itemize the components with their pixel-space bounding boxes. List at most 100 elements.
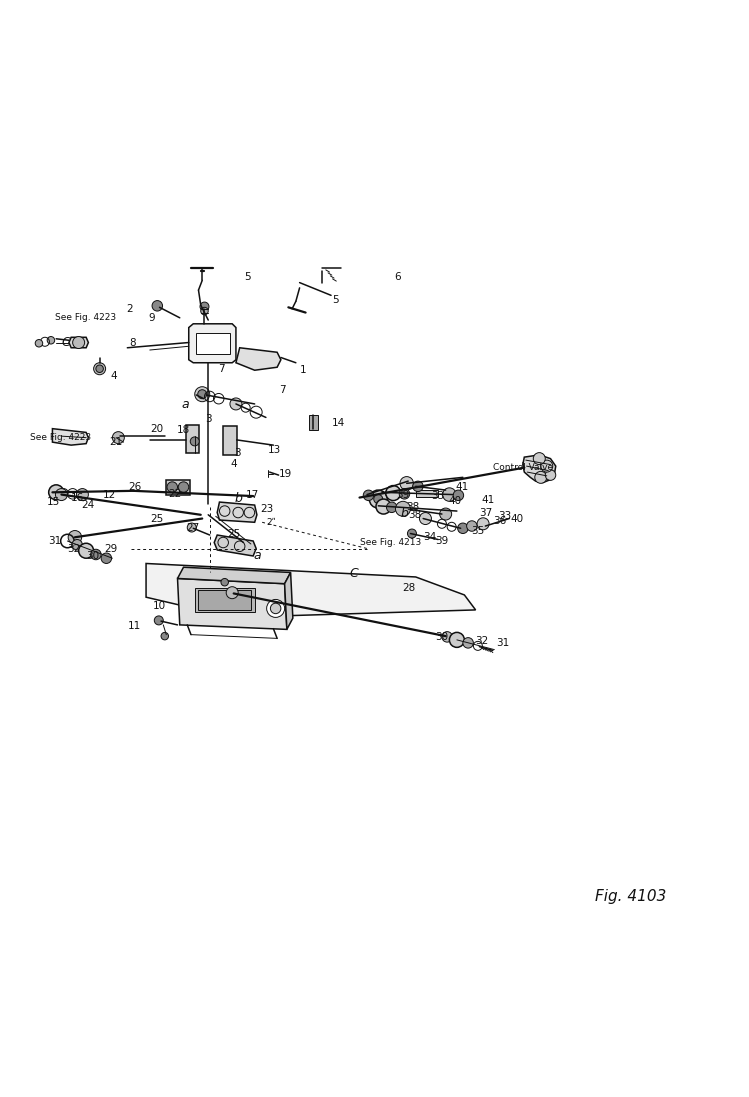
Circle shape xyxy=(440,508,452,520)
Text: 31: 31 xyxy=(48,536,61,546)
Polygon shape xyxy=(178,578,287,630)
Circle shape xyxy=(400,476,413,490)
Circle shape xyxy=(226,587,238,599)
Circle shape xyxy=(376,499,391,514)
Circle shape xyxy=(35,340,43,347)
Bar xyxy=(195,588,255,612)
Text: 4: 4 xyxy=(111,371,117,382)
Text: 22: 22 xyxy=(168,489,181,499)
Bar xyxy=(309,415,318,430)
Text: 7: 7 xyxy=(218,364,225,374)
Text: 15: 15 xyxy=(46,497,60,507)
Bar xyxy=(198,590,251,610)
Circle shape xyxy=(541,460,553,472)
Polygon shape xyxy=(189,324,236,363)
Circle shape xyxy=(407,529,416,538)
Circle shape xyxy=(463,637,473,648)
Text: See Fig. 4213: See Fig. 4213 xyxy=(360,538,421,547)
Text: 32: 32 xyxy=(67,543,80,554)
Text: 5: 5 xyxy=(332,295,339,305)
Polygon shape xyxy=(214,535,256,556)
Text: 27: 27 xyxy=(186,523,199,533)
Circle shape xyxy=(201,307,208,315)
Text: 40: 40 xyxy=(448,496,461,507)
Circle shape xyxy=(535,472,547,484)
Circle shape xyxy=(363,490,374,500)
Text: 21: 21 xyxy=(109,437,122,448)
Text: 41: 41 xyxy=(482,495,495,505)
Text: 33: 33 xyxy=(431,491,444,501)
Circle shape xyxy=(467,521,477,531)
Text: 19: 19 xyxy=(279,468,292,478)
Circle shape xyxy=(533,453,545,465)
Circle shape xyxy=(230,398,242,410)
Text: 25: 25 xyxy=(227,529,240,539)
Circle shape xyxy=(154,615,163,625)
Text: Fig. 4103: Fig. 4103 xyxy=(595,890,667,904)
Circle shape xyxy=(94,363,106,375)
Text: 2: 2 xyxy=(127,304,133,314)
Text: 18: 18 xyxy=(177,426,190,436)
Text: 5: 5 xyxy=(244,272,250,282)
Text: 8: 8 xyxy=(130,338,136,348)
Text: 6: 6 xyxy=(395,272,401,282)
Text: b: b xyxy=(234,491,242,505)
Polygon shape xyxy=(69,337,88,348)
Text: 29: 29 xyxy=(104,543,118,554)
Polygon shape xyxy=(217,502,257,522)
Text: 2ʺ: 2ʺ xyxy=(266,518,276,527)
Text: 35: 35 xyxy=(471,527,485,536)
Text: 38: 38 xyxy=(408,510,422,520)
Circle shape xyxy=(161,632,169,640)
Circle shape xyxy=(267,599,285,618)
Circle shape xyxy=(369,490,387,508)
Text: 3: 3 xyxy=(234,449,241,459)
Text: 25: 25 xyxy=(150,513,163,523)
Bar xyxy=(166,479,190,495)
Circle shape xyxy=(79,543,94,558)
Text: C: C xyxy=(349,567,358,579)
Circle shape xyxy=(453,490,464,500)
Circle shape xyxy=(386,486,401,500)
Circle shape xyxy=(449,632,464,647)
Circle shape xyxy=(76,488,88,500)
Text: 32: 32 xyxy=(476,636,489,646)
Polygon shape xyxy=(146,564,476,618)
Circle shape xyxy=(178,482,189,493)
Bar xyxy=(223,427,237,455)
Text: 23: 23 xyxy=(261,504,274,513)
Text: 31: 31 xyxy=(496,637,509,648)
Polygon shape xyxy=(178,567,291,584)
Text: b: b xyxy=(401,507,408,520)
Text: 9: 9 xyxy=(148,313,154,323)
Text: 37: 37 xyxy=(479,508,492,518)
Circle shape xyxy=(399,488,410,499)
Bar xyxy=(186,425,199,453)
Bar xyxy=(416,490,438,497)
Text: 24: 24 xyxy=(81,500,94,510)
Circle shape xyxy=(419,512,431,524)
Circle shape xyxy=(413,482,423,491)
Circle shape xyxy=(221,578,228,586)
Text: 38: 38 xyxy=(406,502,419,512)
Circle shape xyxy=(190,437,199,445)
Text: 39: 39 xyxy=(435,536,449,546)
Text: 36: 36 xyxy=(493,516,506,525)
Text: 3: 3 xyxy=(205,414,211,423)
Circle shape xyxy=(477,518,489,530)
Circle shape xyxy=(545,470,556,480)
Text: 12: 12 xyxy=(103,489,116,499)
Text: 11: 11 xyxy=(127,621,141,631)
Circle shape xyxy=(167,482,178,493)
Circle shape xyxy=(200,302,209,312)
Polygon shape xyxy=(523,455,556,483)
Text: Control Valve: Control Valve xyxy=(493,463,553,472)
Polygon shape xyxy=(52,429,88,445)
Circle shape xyxy=(198,389,207,398)
Polygon shape xyxy=(285,573,293,630)
Text: 17: 17 xyxy=(246,489,259,499)
Text: 7: 7 xyxy=(279,385,286,395)
Circle shape xyxy=(442,632,452,642)
Circle shape xyxy=(270,603,281,613)
Text: 39: 39 xyxy=(396,489,410,499)
